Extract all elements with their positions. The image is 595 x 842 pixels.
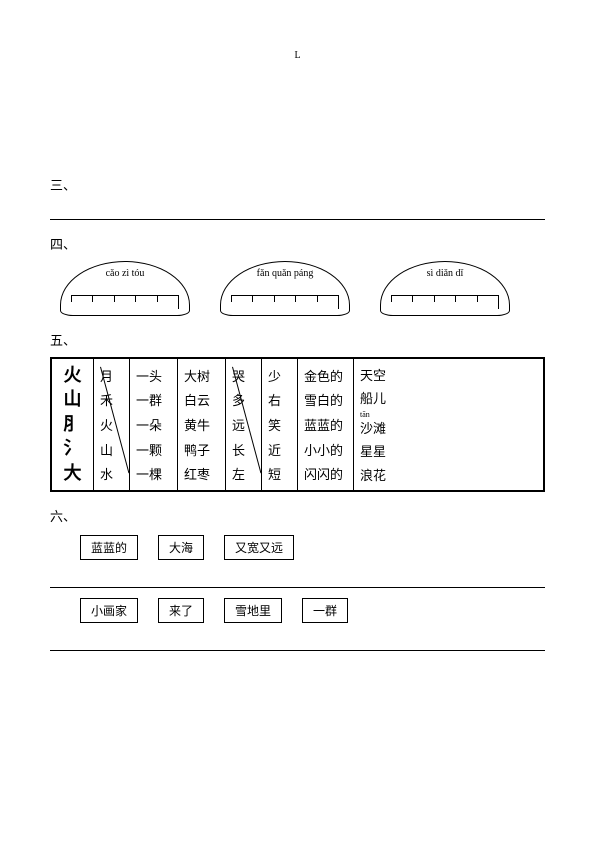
section-3-heading: 三、 <box>50 175 545 194</box>
cell: 近 <box>268 440 291 459</box>
cell: 天空 <box>360 365 392 384</box>
cell: 船儿 <box>360 388 392 407</box>
cell: 雪白的 <box>304 390 347 409</box>
word-box: 一群 <box>302 598 348 623</box>
cell: 远 <box>232 415 255 434</box>
col-a3: 大树 白云 黄牛 鸭子 红枣 <box>178 359 226 490</box>
cell: tān沙滩 <box>360 412 392 437</box>
section-6-heading: 六、 <box>50 506 545 525</box>
cell: 少 <box>268 366 291 385</box>
example-1: 蓝蓝的 大海 又宽又远 <box>50 535 545 588</box>
word-box: 蓝蓝的 <box>80 535 138 560</box>
cell: 小小的 <box>304 440 347 459</box>
word-box: 大海 <box>158 535 204 560</box>
word-box: 小画家 <box>80 598 138 623</box>
cell: 笑 <box>268 415 291 434</box>
cell: 白云 <box>184 390 219 409</box>
cell: 金色的 <box>304 366 347 385</box>
cell: 一头 <box>136 366 171 385</box>
answer-line <box>50 568 545 588</box>
cell: 右 <box>268 390 291 409</box>
col-b1: 哭 多 远 长 左 <box>226 359 262 490</box>
word-box: 雪地里 <box>224 598 282 623</box>
cloud-row: cǎo zì tóu fǎn quǎn páng sì diǎn dǐ <box>50 261 545 316</box>
cell: 一棵 <box>136 464 171 483</box>
cell: 火 <box>100 415 123 434</box>
section-4-heading: 四、 <box>50 234 545 253</box>
word-box: 来了 <box>158 598 204 623</box>
col-a2: 一头 一群 一朵 一颗 一棵 <box>130 359 178 490</box>
cell: 鸭子 <box>184 440 219 459</box>
cell: 浪花 <box>360 465 392 484</box>
cell: 红枣 <box>184 464 219 483</box>
example-2: 小画家 来了 雪地里 一群 <box>50 598 545 651</box>
picto-4: 氵 <box>54 437 91 460</box>
col-b2: 少 右 笑 近 短 <box>262 359 298 490</box>
col-pictograph: 火 山 ⺼ 氵 大 <box>52 359 94 490</box>
cloud-2: fǎn quǎn páng <box>220 261 350 316</box>
section-5-heading: 五、 <box>50 330 545 349</box>
page-marker: L <box>50 50 545 61</box>
blank-line <box>50 202 545 220</box>
cell: 一群 <box>136 390 171 409</box>
col-c1: 金色的 雪白的 蓝蓝的 小小的 闪闪的 <box>298 359 354 490</box>
picto-1: 火 <box>54 364 91 387</box>
matching-table: 火 山 ⺼ 氵 大 月 禾 火 山 水 一头 一群 一朵 一颗 一棵 大树 白云… <box>50 357 545 492</box>
cloud-2-pinyin: fǎn quǎn páng <box>221 268 349 279</box>
col-a1: 月 禾 火 山 水 <box>94 359 130 490</box>
cloud-1: cǎo zì tóu <box>60 261 190 316</box>
answer-line <box>50 631 545 651</box>
cell: 星星 <box>360 441 392 460</box>
cell: 水 <box>100 464 123 483</box>
cell: 短 <box>268 464 291 483</box>
cloud-3-pinyin: sì diǎn dǐ <box>381 268 509 279</box>
cloud-3: sì diǎn dǐ <box>380 261 510 316</box>
col-c2: 天空 船儿 tān沙滩 星星 浪花 <box>354 359 398 490</box>
picto-2: 山 <box>54 388 91 411</box>
picto-3: ⺼ <box>54 413 91 436</box>
cell: 大树 <box>184 366 219 385</box>
cloud-1-pinyin: cǎo zì tóu <box>61 268 189 279</box>
picto-5: 大 <box>54 462 91 485</box>
cell: 闪闪的 <box>304 464 347 483</box>
cell: 黄牛 <box>184 415 219 434</box>
cell: 左 <box>232 464 255 483</box>
cell: 一朵 <box>136 415 171 434</box>
cell: 一颗 <box>136 440 171 459</box>
word-box: 又宽又远 <box>224 535 294 560</box>
cell: 蓝蓝的 <box>304 415 347 434</box>
